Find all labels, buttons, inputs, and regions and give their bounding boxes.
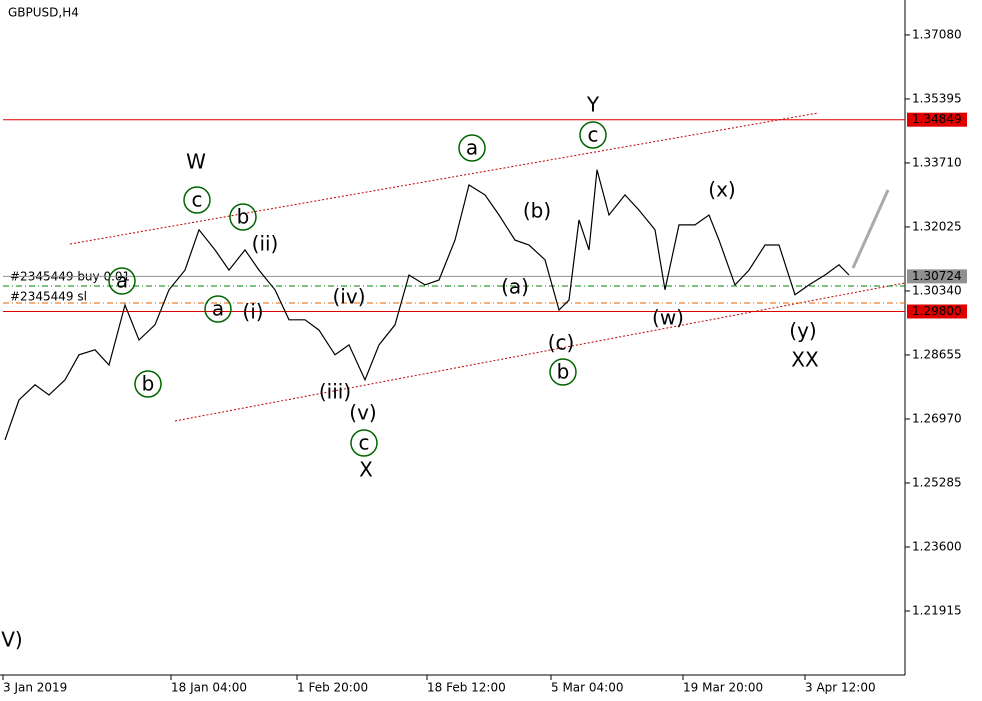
- price-level-label: 1.34849: [912, 112, 962, 126]
- wave-circle: [549, 358, 577, 386]
- wave-label: (a): [501, 275, 529, 299]
- wave-label: a: [466, 136, 478, 160]
- price-level-box: [907, 304, 967, 319]
- wave-circle: [134, 370, 162, 398]
- wave-label: (iii): [319, 380, 351, 404]
- wave-label: (b): [523, 199, 551, 223]
- wave-circle: [183, 186, 211, 214]
- y-tick-label: 1.30340: [912, 283, 962, 297]
- wave-circle: [108, 267, 136, 295]
- wave-label: V): [1, 628, 22, 652]
- x-tick-label: 1 Feb 20:00: [297, 681, 368, 695]
- x-tick-label: 18 Feb 12:00: [427, 681, 506, 695]
- wave-label: (x): [708, 178, 735, 202]
- y-tick-label: 1.25285: [912, 475, 962, 489]
- chart-title: GBPUSD,H4: [8, 6, 79, 20]
- wave-label: c: [192, 188, 203, 212]
- order-label: #2345449 sl: [10, 290, 87, 304]
- wave-label: c: [359, 431, 370, 455]
- wave-label: W: [186, 150, 206, 174]
- y-tick-label: 1.33710: [912, 155, 962, 169]
- wave-label: b: [142, 372, 155, 396]
- x-tick-label: 3 Jan 2019: [3, 681, 67, 695]
- wave-circle: [579, 121, 607, 149]
- wave-label: X: [359, 458, 373, 482]
- x-tick-label: 18 Jan 04:00: [171, 681, 247, 695]
- channel-line: [69, 112, 819, 245]
- x-tick-label: 3 Apr 12:00: [805, 681, 876, 695]
- x-tick-label: 5 Mar 04:00: [551, 681, 624, 695]
- y-tick-label: 1.28655: [912, 347, 962, 361]
- y-tick-label: 1.35395: [912, 91, 962, 105]
- wave-label: b: [557, 360, 570, 384]
- wave-label: c: [588, 123, 599, 147]
- wave-circle: [350, 429, 378, 457]
- wave-label: a: [212, 297, 224, 321]
- wave-label: (w): [652, 306, 684, 330]
- x-tick-label: 19 Mar 20:00: [683, 681, 763, 695]
- price-level-label: 1.29800: [912, 304, 962, 318]
- wave-label: (v): [349, 401, 376, 425]
- wave-label: (ii): [252, 232, 279, 256]
- wave-circle: [204, 295, 232, 323]
- price-level-label: 1.30724: [912, 269, 962, 283]
- wave-label: (y): [789, 319, 816, 343]
- y-tick-label: 1.32025: [912, 219, 962, 233]
- price-line: [4, 169, 850, 441]
- wave-label: a: [116, 269, 128, 293]
- wave-label: b: [237, 205, 250, 229]
- price-level-box: [907, 269, 967, 284]
- y-tick-label: 1.21915: [912, 603, 962, 617]
- wave-circle: [229, 203, 257, 231]
- wave-label: XX: [791, 348, 819, 372]
- wave-circle: [458, 134, 486, 162]
- y-tick-label: 1.37080: [912, 27, 962, 41]
- wave-label: Y: [586, 93, 600, 117]
- wave-label: (c): [548, 331, 575, 355]
- forecast-arrow: [851, 189, 890, 269]
- y-tick-label: 1.23600: [912, 539, 962, 553]
- wave-label: (i): [242, 300, 263, 324]
- y-tick-label: 1.26970: [912, 411, 962, 425]
- price-level-box: [907, 112, 967, 127]
- wave-label: (iv): [333, 285, 366, 309]
